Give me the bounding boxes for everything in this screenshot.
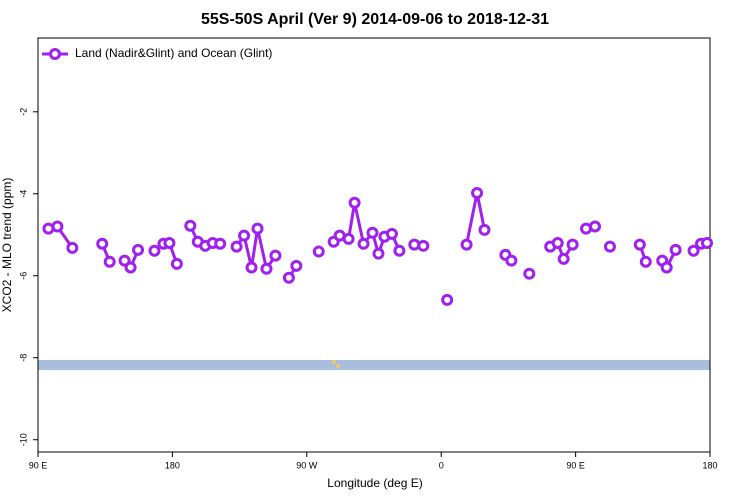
x-tick-label: 90 E [566,460,585,470]
data-point [357,237,370,250]
land-dot [336,364,340,368]
data-point [669,243,682,256]
y-tick-label: -8 [18,354,28,362]
y-tick-label: -2 [18,108,28,116]
data-point [460,238,473,251]
data-point [184,219,197,232]
x-tick-label: 0 [439,460,444,470]
x-axis-label: Longitude (deg E) [327,476,422,490]
data-point [523,267,536,280]
data-point [441,293,454,306]
data-point [557,252,570,265]
x-tick-label: 180 [702,460,717,470]
data-point [96,237,109,250]
data-point [163,236,176,249]
data-point [148,244,161,257]
data-point [124,261,137,274]
land-dot [332,360,336,364]
data-point [372,247,385,260]
chart-title: 55S-50S April (Ver 9) 2014-09-06 to 2018… [201,11,549,28]
data-point [51,220,64,233]
data-point [230,240,243,253]
data-point [269,249,282,262]
y-tick-label: -10 [18,433,28,446]
data-point [118,254,131,267]
data-point [170,257,183,270]
y-axis-label: XCO2 - MLO trend (ppm) [0,178,14,313]
data-point [238,229,251,242]
data-point [417,239,430,252]
data-point [589,220,602,233]
legend-marker [49,48,61,60]
y-tick-label: -6 [18,272,28,280]
data-point [603,240,616,253]
data-point [639,255,652,268]
land-band [38,360,710,370]
data-point [478,223,491,236]
data-point [471,186,484,199]
data-point [132,243,145,256]
data-point [701,236,714,249]
data-point [66,241,79,254]
data-point [260,262,273,275]
data-point [366,226,379,239]
data-point [290,259,303,272]
data-point [103,255,116,268]
data-point [342,232,355,245]
x-tick-label: 90 W [296,460,318,470]
legend-label: Land (Nadir&Glint) and Ocean (Glint) [75,46,272,60]
data-point [251,222,264,235]
data-point [385,227,398,240]
data-point [214,237,227,250]
data-point [687,244,700,257]
data-point [551,236,564,249]
data-point [633,238,646,251]
data-point [312,245,325,258]
data-point [282,271,295,284]
data-point [348,196,361,209]
data-point [245,261,258,274]
data-point [505,254,518,267]
x-tick-label: 180 [165,460,180,470]
series-line [465,192,486,245]
y-tick-label: -4 [18,190,28,198]
data-point [393,244,406,257]
data-point [660,261,673,274]
x-tick-label: 90 E [29,460,48,470]
data-point [566,238,579,251]
